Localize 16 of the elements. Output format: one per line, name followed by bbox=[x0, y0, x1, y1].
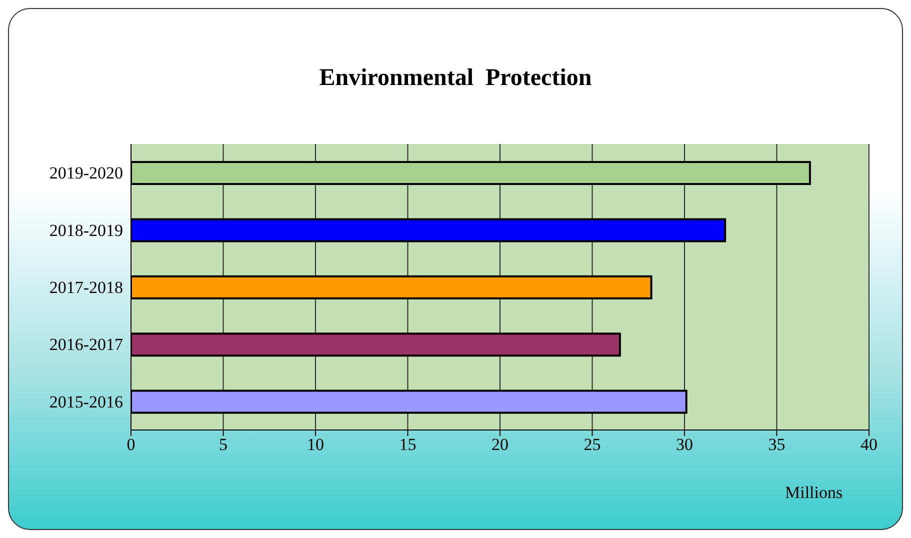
y-tick-label: 2018-2019 bbox=[49, 220, 123, 240]
y-tick-label: 2015-2016 bbox=[49, 392, 123, 412]
x-tick-label: 10 bbox=[307, 435, 324, 454]
x-tick-label: 0 bbox=[126, 435, 136, 454]
x-tick-label: 35 bbox=[768, 435, 786, 454]
x-tick-label: 40 bbox=[860, 435, 878, 454]
x-tick-label: 25 bbox=[584, 435, 601, 454]
x-tick-label: 30 bbox=[676, 435, 693, 454]
y-tick-label: 2019-2020 bbox=[49, 164, 123, 183]
x-tick-label: 20 bbox=[492, 435, 508, 454]
x-tick-label: 15 bbox=[399, 435, 416, 454]
chart-title: Environmental Protection bbox=[318, 65, 593, 92]
x-axis-title: Millions bbox=[785, 483, 843, 503]
y-tick-label: 2016-2017 bbox=[49, 335, 124, 354]
y-tick-label: 2017-2018 bbox=[49, 278, 123, 298]
x-tick-label: 5 bbox=[219, 435, 228, 454]
